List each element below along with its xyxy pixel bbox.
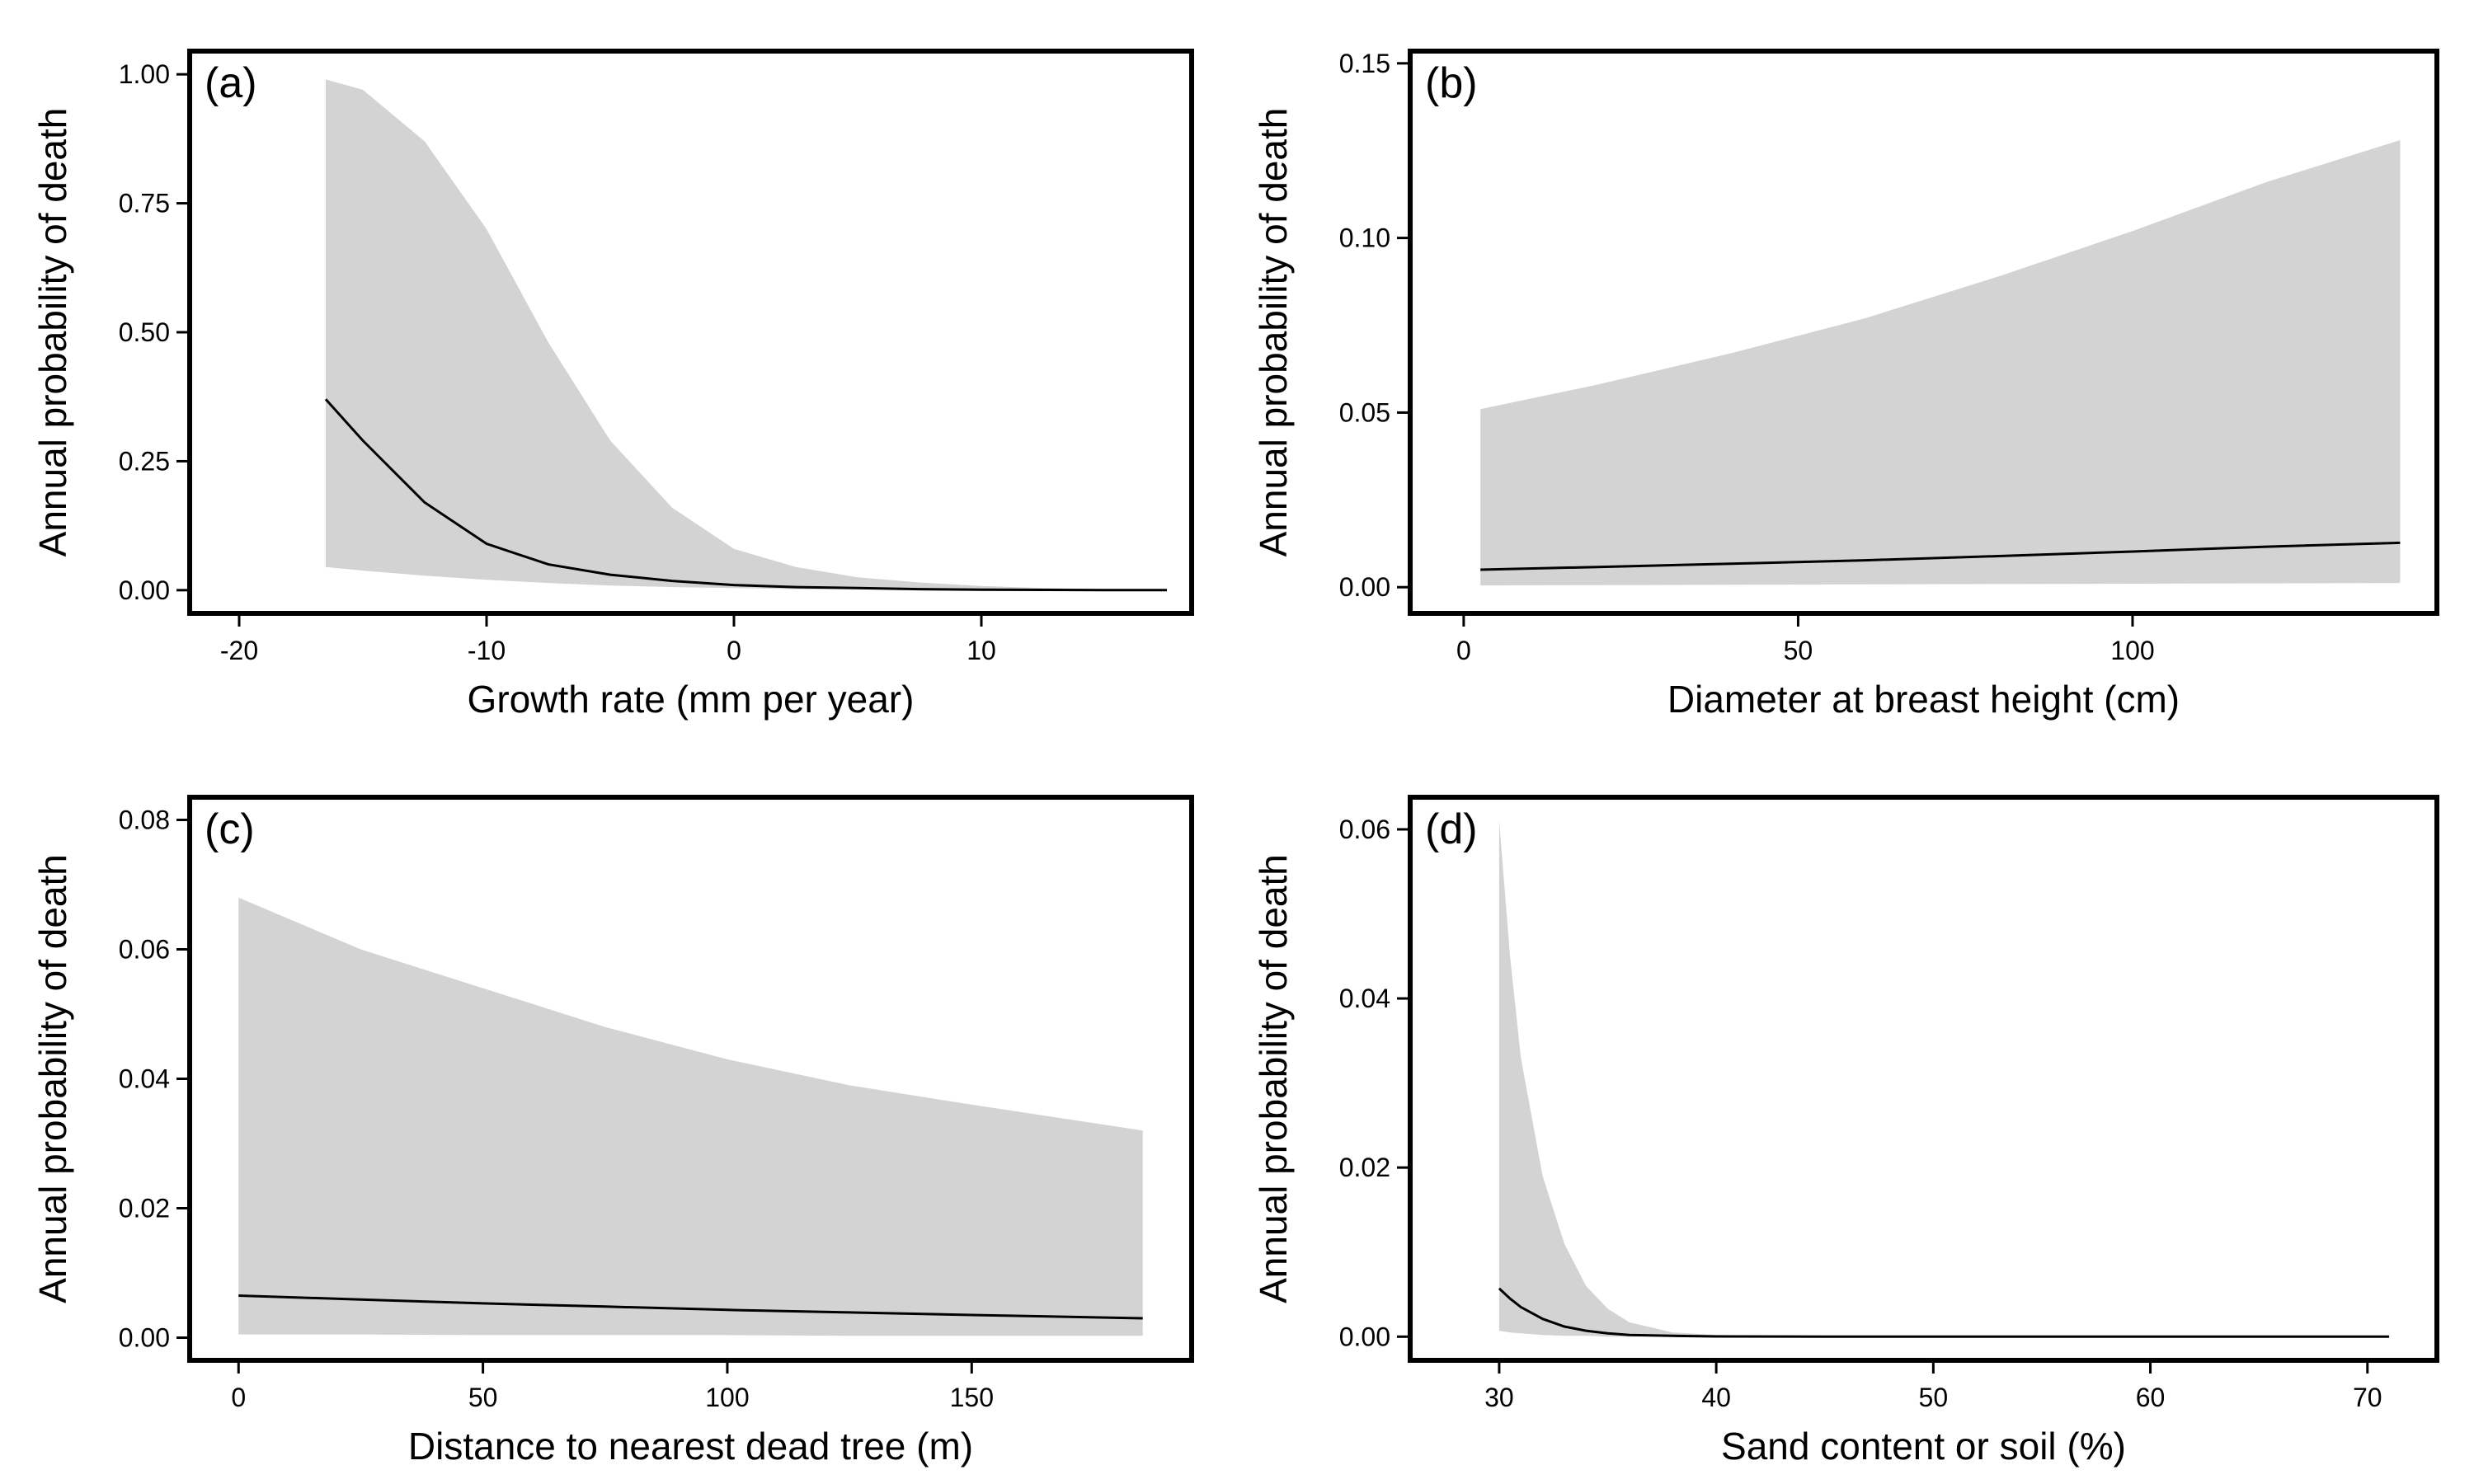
- panel-d: 30 40 50 60 70 0.00 0.02 0.04 0.06 (d) Sand cont…: [1252, 795, 2439, 1468]
- x-tick-label: 60: [2136, 1383, 2166, 1412]
- x-axis-title: Distance to nearest dead tree (m): [408, 1425, 973, 1468]
- x-tick-label: 10: [967, 636, 996, 665]
- y-tick-label: 0.05: [1339, 397, 1390, 427]
- x-tick-label: 100: [2110, 636, 2154, 665]
- fitted-line: [1498, 1287, 2390, 1338]
- x-tick-label: -10: [468, 636, 506, 665]
- x-tick-label: 150: [950, 1383, 994, 1412]
- confidence-band: [1498, 820, 2390, 1337]
- y-tick-label: 0.15: [1339, 49, 1390, 78]
- confidence-band: [238, 897, 1143, 1336]
- panel-c: 0 50 100 150 0.00 0.02 0.04 0.06 0.08 (c) Distan…: [31, 795, 1194, 1468]
- x-tick-label: 0: [1456, 636, 1471, 665]
- y-tick-label: 0.00: [1339, 572, 1390, 602]
- y-tick-label: 0.06: [119, 934, 170, 964]
- x-tick-label: 50: [1784, 636, 1813, 665]
- y-tick-label: 0.02: [119, 1194, 170, 1223]
- x-tick-label: 40: [1701, 1383, 1731, 1412]
- panel-b: 0 50 100 0.00 0.05 0.10 0.15 (b) Diameter at b…: [1252, 49, 2439, 721]
- plot-frame: [187, 49, 1194, 616]
- y-tick-label: 0.04: [1339, 984, 1390, 1013]
- x-axis-title: Growth rate (mm per year): [468, 678, 915, 721]
- panel-label: (c): [205, 805, 255, 853]
- panel-a: -20 -10 0 10 0.00 0.25 0.50 0.75 1.00 (a) Growth…: [31, 49, 1194, 721]
- confidence-band: [1480, 140, 2401, 586]
- y-tick-label: 0.10: [1339, 223, 1390, 253]
- panel-label: (b): [1425, 59, 1478, 107]
- x-tick-label: -20: [220, 636, 258, 665]
- y-tick-label: 1.00: [119, 59, 170, 89]
- y-tick-label: 0.00: [1339, 1322, 1390, 1351]
- plot-frame: [1408, 795, 2439, 1363]
- y-tick-label: 0.00: [119, 575, 170, 605]
- y-tick-label: 0.08: [119, 805, 170, 834]
- x-tick-label: 0: [727, 636, 741, 665]
- x-axis-title: Diameter at breast height (cm): [1667, 678, 2180, 721]
- y-tick-label: 0.00: [119, 1323, 170, 1353]
- y-axis-title: Annual probability of death: [1252, 854, 1295, 1303]
- y-axis-title: Annual probability of death: [31, 108, 74, 557]
- panel-label: (a): [205, 59, 257, 107]
- fitted-line: [324, 398, 1167, 592]
- y-tick-label: 0.02: [1339, 1153, 1390, 1182]
- y-axis-title: Annual probability of death: [31, 854, 74, 1303]
- x-tick-label: 100: [705, 1383, 749, 1412]
- fitted-line: [1480, 541, 2401, 571]
- x-axis-title: Sand content or soil (%): [1721, 1425, 2126, 1468]
- fitted-line: [238, 1294, 1143, 1320]
- y-tick-label: 0.04: [119, 1064, 170, 1094]
- x-tick-label: 70: [2353, 1383, 2382, 1412]
- plot-frame: [187, 795, 1194, 1363]
- y-tick-label: 0.06: [1339, 815, 1390, 844]
- plot-frame: [1408, 49, 2439, 616]
- x-tick-label: 30: [1484, 1383, 1514, 1412]
- y-tick-label: 0.75: [119, 189, 170, 218]
- x-tick-label: 50: [1919, 1383, 1949, 1412]
- y-axis-title: Annual probability of death: [1252, 108, 1295, 557]
- confidence-band: [326, 79, 1167, 590]
- x-tick-label: 50: [468, 1383, 498, 1412]
- y-tick-label: 0.50: [119, 317, 170, 347]
- panel-label: (d): [1425, 805, 1478, 853]
- x-tick-label: 0: [231, 1383, 246, 1412]
- y-tick-label: 0.25: [119, 446, 170, 476]
